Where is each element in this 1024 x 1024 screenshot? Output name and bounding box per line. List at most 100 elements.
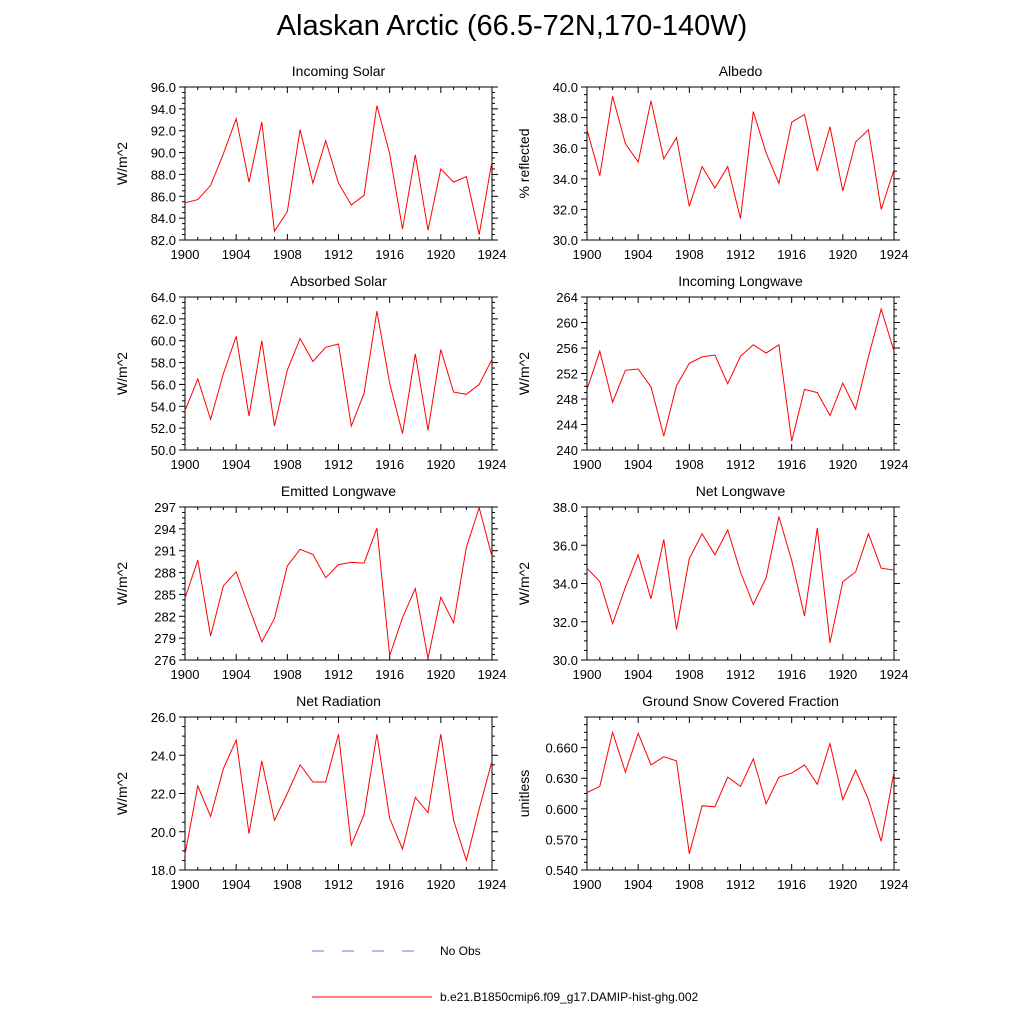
x-tick-label: 1912 xyxy=(726,247,755,262)
y-tick-label: 256 xyxy=(556,341,578,356)
series-line xyxy=(586,96,895,219)
y-tick-label: 60.0 xyxy=(151,334,176,349)
x-tick-label: 1908 xyxy=(273,667,302,682)
y-tick-label: 30.0 xyxy=(553,233,578,248)
panel-1: 1900 1904 1908 1912 1916 1920 1924 82.0 84.0 86.0… xyxy=(114,63,506,262)
x-tick-label: 1916 xyxy=(777,667,806,682)
panel-title: Net Longwave xyxy=(696,483,786,499)
panel-title: Absorbed Solar xyxy=(290,273,387,289)
y-axis-label: W/m^2 xyxy=(516,562,532,605)
y-tick-label: 94.0 xyxy=(151,102,176,117)
panel-2: 1900 1904 1908 1912 1916 1920 1924 30.0 32.0 34.0… xyxy=(516,63,908,262)
x-tick-label: 1904 xyxy=(624,457,653,472)
plot-frame xyxy=(184,296,493,451)
y-tick-label: 285 xyxy=(154,587,176,602)
y-axis-label: W/m^2 xyxy=(516,352,532,395)
x-tick-label: 1900 xyxy=(171,877,200,892)
x-tick-label: 1924 xyxy=(478,457,507,472)
y-tick-label: 34.0 xyxy=(553,577,578,592)
x-tick-label: 1912 xyxy=(324,667,353,682)
plot-frame xyxy=(184,716,493,871)
y-tick-label: 26.0 xyxy=(151,710,176,725)
x-tick-label: 1916 xyxy=(375,247,404,262)
y-tick-label: 50.0 xyxy=(151,443,176,458)
panel-title: Incoming Longwave xyxy=(678,273,803,289)
y-tick-label: 36.0 xyxy=(553,538,578,553)
panel-title: Emitted Longwave xyxy=(281,483,396,499)
y-tick-label: 297 xyxy=(154,500,176,515)
y-tick-label: 0.540 xyxy=(545,863,578,878)
y-tick-label: 252 xyxy=(556,367,578,382)
y-tick-label: 40.0 xyxy=(553,80,578,95)
x-tick-label: 1904 xyxy=(222,667,251,682)
x-tick-label: 1912 xyxy=(324,457,353,472)
x-tick-label: 1920 xyxy=(828,457,857,472)
x-tick-label: 1912 xyxy=(324,877,353,892)
x-tick-label: 1908 xyxy=(675,667,704,682)
y-tick-label: 52.0 xyxy=(151,421,176,436)
y-tick-label: 90.0 xyxy=(151,146,176,161)
y-tick-label: 294 xyxy=(154,522,176,537)
series-line xyxy=(586,730,895,854)
y-tick-label: 92.0 xyxy=(151,124,176,139)
x-tick-label: 1920 xyxy=(426,877,455,892)
x-tick-label: 1900 xyxy=(171,247,200,262)
x-tick-label: 1920 xyxy=(828,667,857,682)
panel-6: 1900 1904 1908 1912 1916 1920 1924 30.0 32.0 34.0… xyxy=(516,483,908,682)
legend: No Obs b.e21.B1850cmip6.f09_g17.DAMIP-hi… xyxy=(312,944,698,1004)
y-axis-label: W/m^2 xyxy=(114,352,130,395)
x-tick-label: 1904 xyxy=(624,667,653,682)
x-tick-label: 1920 xyxy=(828,247,857,262)
y-tick-label: 64.0 xyxy=(151,290,176,305)
legend-model-label: b.e21.B1850cmip6.f09_g17.DAMIP-hist-ghg.… xyxy=(440,990,698,1004)
x-tick-label: 1908 xyxy=(675,247,704,262)
series-line xyxy=(586,516,895,643)
x-tick-label: 1920 xyxy=(828,877,857,892)
y-tick-label: 34.0 xyxy=(553,172,578,187)
y-tick-label: 22.0 xyxy=(151,787,176,802)
y-tick-label: 0.660 xyxy=(545,741,578,756)
x-tick-label: 1900 xyxy=(573,247,602,262)
x-tick-label: 1908 xyxy=(675,877,704,892)
y-axis-label: W/m^2 xyxy=(114,562,130,605)
y-tick-label: 86.0 xyxy=(151,189,176,204)
y-tick-label: 84.0 xyxy=(151,211,176,226)
panel-4: 1900 1904 1908 1912 1916 1920 1924 240 244 248 252… xyxy=(516,273,908,472)
y-tick-label: 260 xyxy=(556,316,578,331)
x-tick-label: 1904 xyxy=(222,247,251,262)
y-tick-label: 0.630 xyxy=(545,771,578,786)
x-tick-label: 1920 xyxy=(426,247,455,262)
x-tick-label: 1908 xyxy=(273,247,302,262)
y-tick-label: 32.0 xyxy=(553,202,578,217)
x-tick-label: 1916 xyxy=(777,247,806,262)
panel-title: Albedo xyxy=(719,63,763,79)
y-tick-label: 38.0 xyxy=(553,111,578,126)
panel-8: 1900 1904 1908 1912 1916 1920 1924 0.540 0.570 0.… xyxy=(516,693,908,892)
plot-frame xyxy=(586,716,895,871)
y-tick-label: 58.0 xyxy=(151,356,176,371)
x-tick-label: 1920 xyxy=(426,457,455,472)
x-tick-label: 1920 xyxy=(426,667,455,682)
x-tick-label: 1900 xyxy=(573,877,602,892)
x-tick-label: 1908 xyxy=(273,877,302,892)
x-tick-label: 1904 xyxy=(624,877,653,892)
plot-frame xyxy=(184,86,493,241)
x-tick-label: 1904 xyxy=(222,877,251,892)
y-tick-label: 38.0 xyxy=(553,500,578,515)
y-axis-label: unitless xyxy=(516,770,532,817)
panel-title: Ground Snow Covered Fraction xyxy=(642,693,839,709)
x-tick-label: 1916 xyxy=(375,667,404,682)
series-line xyxy=(184,311,493,434)
x-tick-label: 1924 xyxy=(478,247,507,262)
figure-title: Alaskan Arctic (66.5-72N,170-140W) xyxy=(276,10,748,42)
y-tick-label: 20.0 xyxy=(151,825,176,840)
y-tick-label: 291 xyxy=(154,544,176,559)
y-tick-label: 240 xyxy=(556,443,578,458)
panel-title: Net Radiation xyxy=(296,693,381,709)
x-tick-label: 1904 xyxy=(624,247,653,262)
y-tick-label: 32.0 xyxy=(553,615,578,630)
x-tick-label: 1924 xyxy=(880,667,909,682)
x-tick-label: 1912 xyxy=(726,667,755,682)
